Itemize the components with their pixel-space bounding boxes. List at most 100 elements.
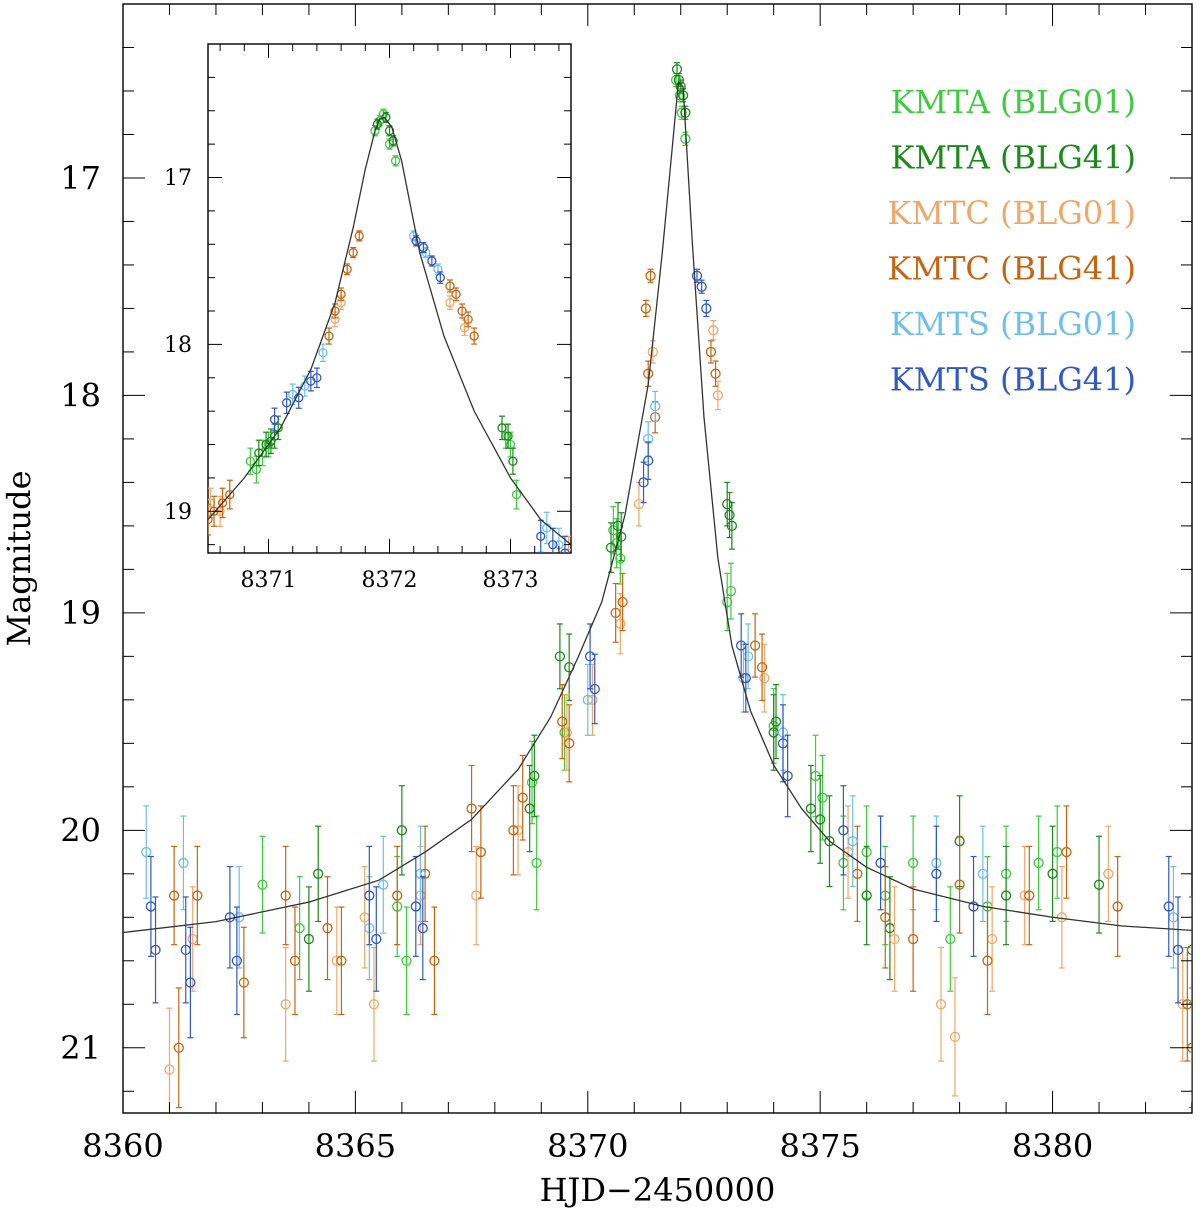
series-kmta-blg41 [303,62,1192,1004]
data-point [463,314,473,325]
data-point [451,289,461,299]
data-point [1024,890,1035,901]
data-point [289,955,301,966]
data-point [511,489,522,500]
data-point [469,331,479,341]
data-point [192,890,203,901]
data-point [185,977,196,988]
data-point [164,1064,175,1075]
x-tick-label: 8365 [315,1127,396,1165]
data-point [722,596,733,608]
data-point [782,770,793,782]
data-point [324,331,334,341]
data-point [536,531,546,541]
data-point [427,256,437,266]
data-point [724,509,735,521]
data-point [875,857,886,869]
data-point [392,890,403,901]
data-point [643,455,654,466]
data-point [303,933,315,945]
data-point [529,770,540,782]
series-kmtc-blg41 [208,230,479,536]
model-curve [208,116,571,546]
data-point [508,825,519,836]
data-point [517,792,528,803]
data-point [889,933,900,945]
data-point [225,489,235,500]
data-point [710,368,721,379]
data-point [726,520,738,532]
legend-entry: KMTA (BLG41) [890,139,1136,177]
data-point [824,836,835,847]
data-point [348,247,358,258]
data-point [280,999,291,1010]
data-point [445,298,455,308]
x-tick-label: 8375 [779,1127,860,1165]
data-point [378,879,389,890]
y-tick-label: 17 [60,159,101,197]
data-point [982,955,993,966]
data-point [231,955,243,966]
legend-entry: KMTC (BLG01) [887,194,1136,232]
data-point [1093,879,1105,890]
data-point [388,136,398,146]
data-point [313,868,324,879]
data-point [401,955,412,966]
y-tick-label: 19 [60,594,101,632]
y-axis-label: Magnitude [0,470,38,646]
y-tick-label: 21 [60,1029,101,1067]
data-point [759,672,770,684]
data-point [907,857,919,869]
data-point [1000,890,1012,901]
data-point [838,825,849,836]
data-point [563,548,571,553]
data-point [1103,868,1114,879]
data-point [949,1031,961,1043]
y-tick-label: 17 [164,166,192,191]
data-point [141,846,152,858]
series-kmts-blg41 [145,268,1184,1039]
data-point [691,270,703,281]
data-point [475,846,487,858]
data-point [1047,868,1058,879]
data-point [610,607,621,619]
data-point [396,825,408,836]
data-point [617,596,628,608]
legend-entry: KMTC (BLG41) [887,250,1136,288]
data-point [645,270,656,281]
data-point [616,531,627,542]
data-point [208,514,213,525]
data-point [312,373,322,383]
data-point [756,662,768,673]
data-point [847,836,858,847]
data-point [336,955,347,966]
data-point [676,107,687,118]
data-point [954,879,965,890]
data-layer [208,108,571,553]
data-point [429,955,440,966]
data-point [564,738,575,749]
data-point [150,944,161,956]
data-point [805,803,817,814]
data-point [245,456,256,466]
data-point [633,498,645,510]
data-point [368,999,380,1010]
data-point [381,112,391,123]
data-point [945,933,956,945]
data-point [238,977,249,988]
data-point [269,414,280,425]
data-point [508,456,518,466]
data-point [557,716,568,727]
data-point [640,303,652,314]
x-tick-label: 8372 [362,568,418,593]
data-point [318,348,328,358]
data-point [497,423,507,433]
data-point [935,999,947,1010]
data-point [257,879,268,890]
data-point [977,868,988,879]
y-tick-label: 18 [60,377,101,415]
data-point [281,398,292,408]
x-tick-label: 8360 [82,1127,163,1165]
x-tick-label: 8373 [483,568,539,593]
series-kmts-blg41 [269,235,570,553]
